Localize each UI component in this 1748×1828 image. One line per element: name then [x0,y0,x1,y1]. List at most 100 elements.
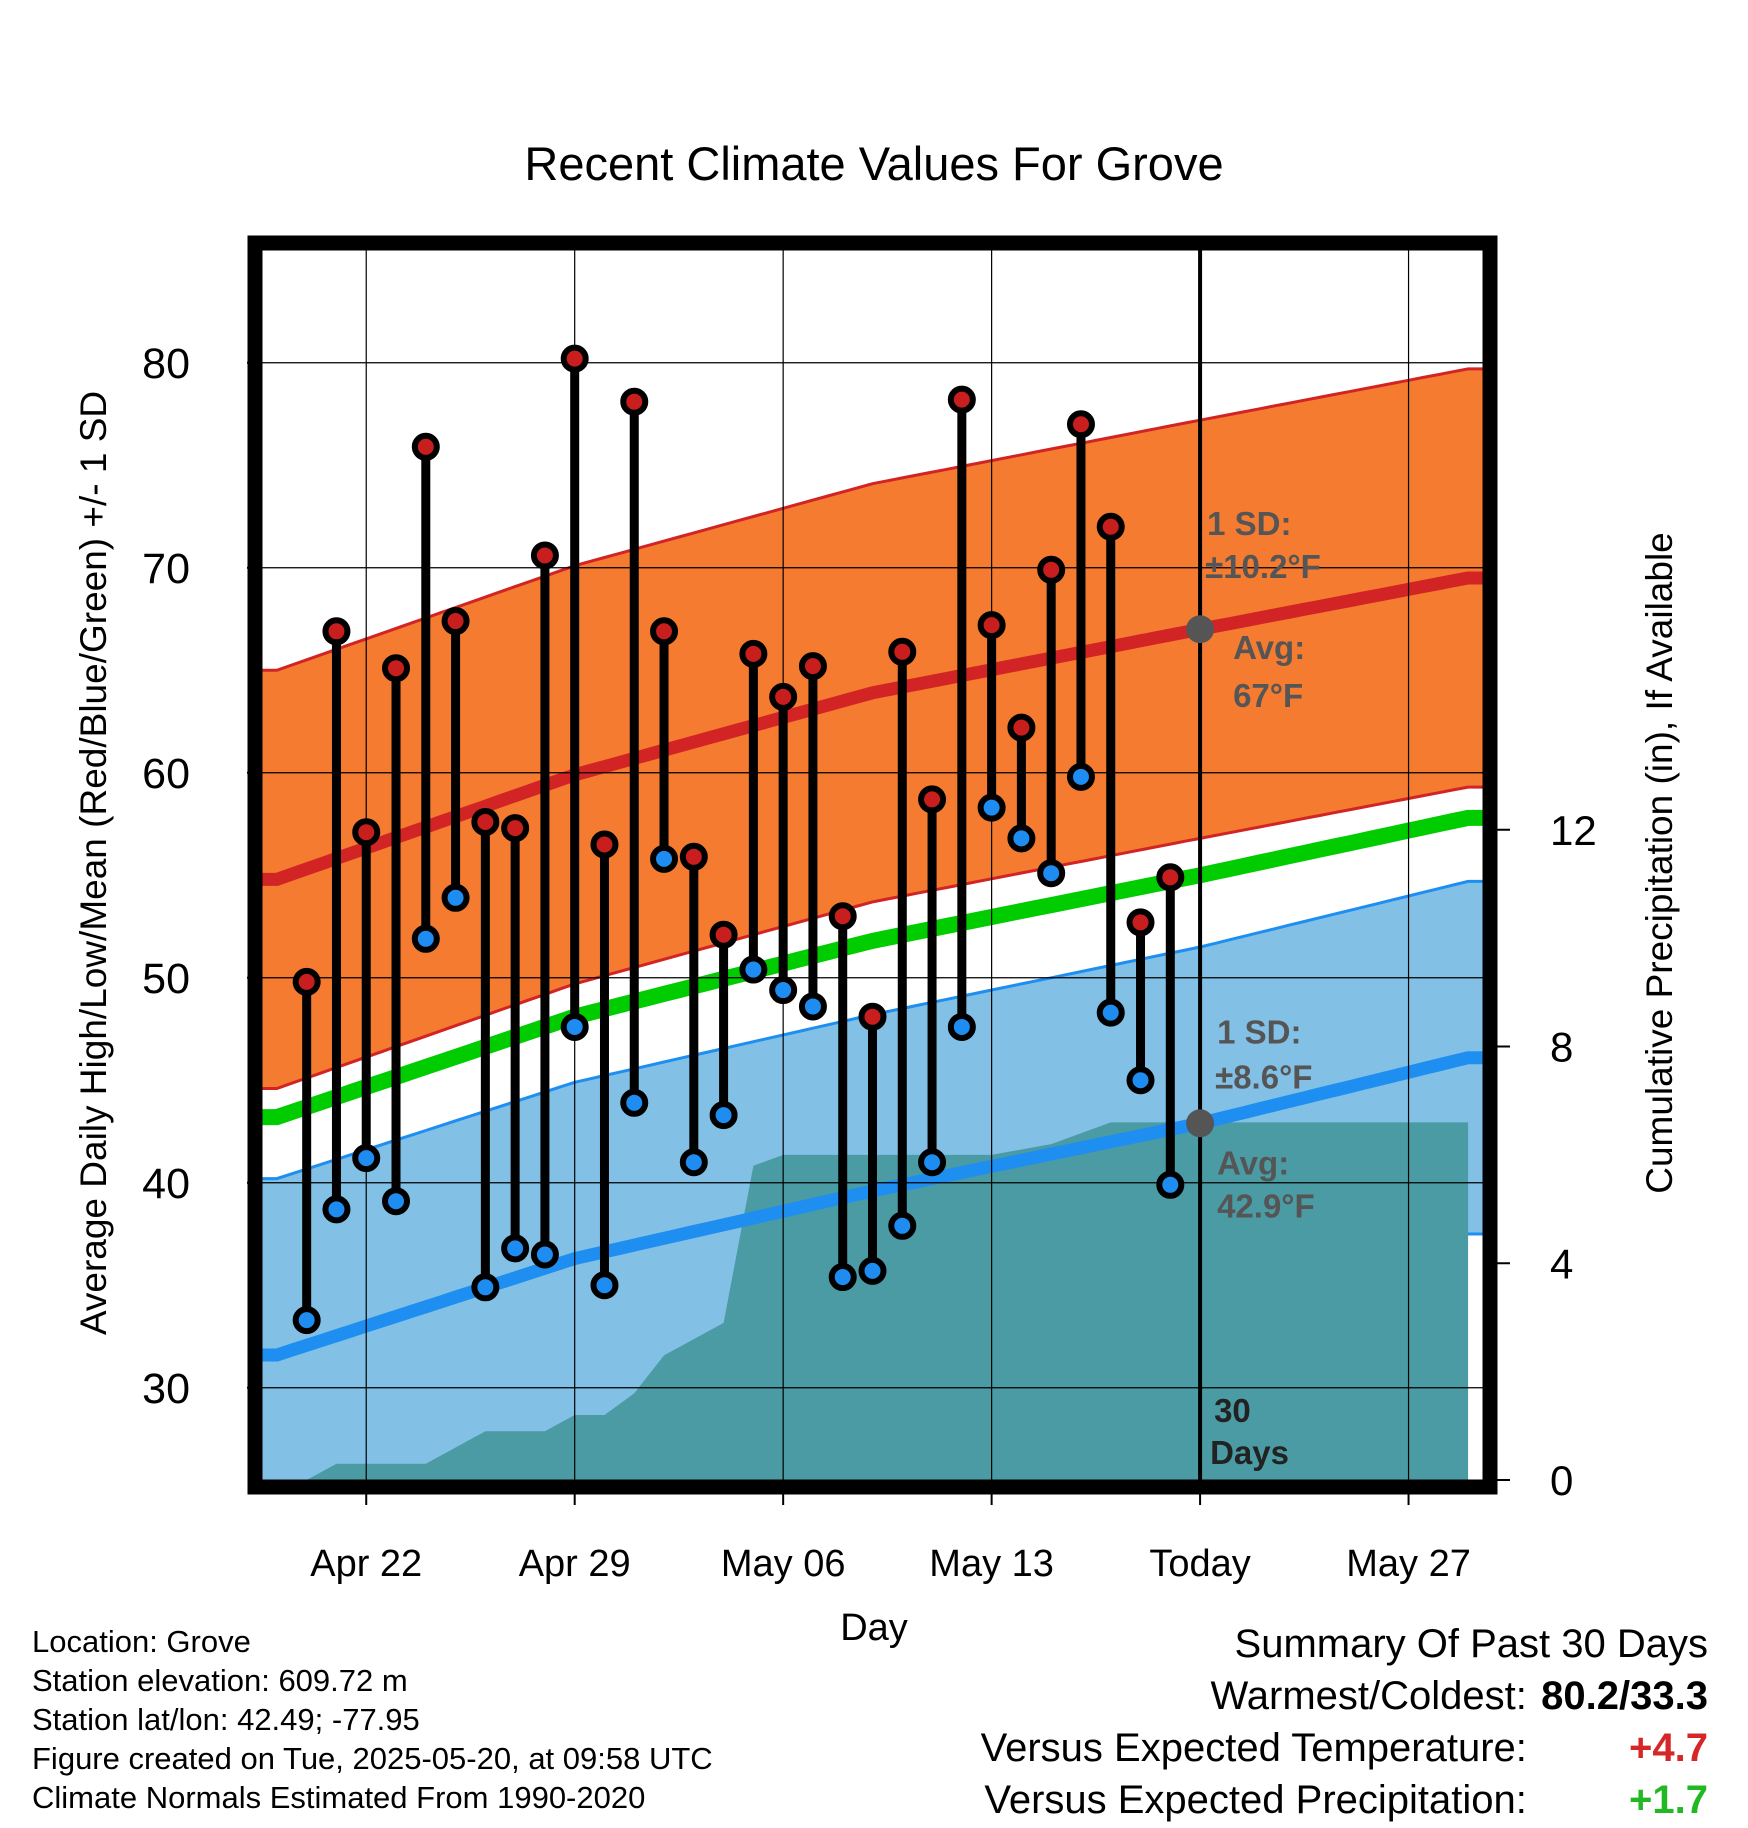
daily-high-marker [1126,908,1155,937]
high-sd-value: ±10.2°F [1205,548,1321,585]
today-high-avg-point [1186,615,1215,644]
y2-tick-label: 8 [1550,1024,1573,1071]
station-info: Location: Grove Station elevation: 609.7… [32,1622,713,1817]
daily-low-marker [739,955,768,984]
y-tick-label: 80 [142,340,190,388]
daily-high-marker [352,818,381,847]
y-axis-label: Average Daily High/Low/Mean (Red/Blue/Gr… [73,391,114,1335]
daily-high-marker [292,967,321,996]
daily-high-marker [501,814,530,843]
high-sd-label: 1 SD: [1207,505,1291,542]
daily-low-marker [352,1144,381,1173]
y2-tick-label: 12 [1550,807,1597,854]
precip-departure-label: Versus Expected Precipitation: [984,1778,1527,1822]
precip-area [276,1122,1469,1480]
daily-low-marker [530,1240,559,1269]
y2-axis-label: Cumulative Precipitation (in), If Availa… [1639,532,1680,1194]
daily-low-marker [769,976,798,1005]
daily-high-marker [382,654,411,683]
daily-high-marker [769,682,798,711]
daily-low-marker [1126,1066,1155,1095]
y-tick-label: 40 [142,1160,190,1208]
low-sd-label: 1 SD: [1217,1013,1301,1050]
high-normal-line [262,571,1483,886]
x-tick-label: Apr 22 [310,1543,422,1585]
daily-low-marker [620,1088,649,1117]
daily-low-marker [560,1012,589,1041]
daily-low-marker [679,1148,708,1177]
warmest-coldest-label: Warmest/Coldest: [1210,1674,1527,1718]
daily-high-marker [650,617,679,646]
daily-low-marker [947,1012,976,1041]
daily-high-marker [590,830,619,859]
y-tick-label: 70 [142,545,190,593]
normals-text: Climate Normals Estimated From 1990-2020 [32,1780,646,1815]
daily-high-marker [1037,555,1066,584]
x-tick-label: May 13 [929,1543,1054,1585]
daily-low-marker [1066,762,1095,791]
temp-departure-row: Versus Expected Temperature: +4.7 [981,1722,1708,1774]
daily-low-marker [590,1271,619,1300]
y-tick-label: 50 [142,955,190,1003]
daily-high-marker [1007,713,1036,742]
warmest-coldest-value: 80.2/33.3 [1541,1674,1708,1718]
high-band-lower-edge [262,785,1483,1090]
high-band-upper-edge [262,367,1483,672]
daily-high-marker [679,842,708,871]
summary-panel: Summary Of Past 30 Days Warmest/Coldest:… [981,1618,1708,1826]
daily-high-marker [322,617,351,646]
daily-high-marker [858,1002,887,1031]
daily-low-marker [411,924,440,953]
warmest-coldest-row: Warmest/Coldest: 80.2/33.3 [981,1670,1709,1722]
daily-low-marker [828,1263,857,1292]
mean-normal-line [262,809,1483,1126]
daily-low-marker [471,1273,500,1302]
daily-high-marker [977,611,1006,640]
temp-departure-value: +4.7 [1629,1726,1708,1770]
daily-high-marker [947,385,976,414]
precip-departure-row: Versus Expected Precipitation: +1.7 [981,1774,1708,1826]
x-tick-label: May 27 [1346,1543,1471,1585]
low-avg-value: 42.9°F [1217,1188,1315,1225]
today-days-number: 30 [1214,1392,1251,1429]
daily-low-marker [441,883,470,912]
daily-high-marker [888,637,917,666]
daily-low-marker [977,793,1006,822]
daily-low-marker [650,844,679,873]
daily-high-marker [441,607,470,636]
elevation-text: Station elevation: 609.72 m [32,1663,408,1698]
daily-high-marker [1096,512,1125,541]
daily-high-marker [918,785,947,814]
x-tick-label: May 06 [721,1543,846,1585]
daily-low-marker [918,1148,947,1177]
daily-low-marker [1096,998,1125,1027]
temp-departure-label: Versus Expected Temperature: [980,1726,1527,1770]
x-tick-label: Apr 29 [519,1543,631,1585]
daily-high-marker [739,639,768,668]
y-tick-label: 60 [142,750,190,798]
daily-high-marker [620,387,649,416]
summary-title: Summary Of Past 30 Days [1234,1622,1708,1666]
low-sd-value: ±8.6°F [1215,1058,1312,1095]
daily-high-marker [798,652,827,681]
daily-low-marker [1156,1170,1185,1199]
plot-frame [247,235,1498,1495]
daily-high-marker [560,344,589,373]
today-low-avg-point [1186,1109,1215,1138]
daily-low-marker [292,1306,321,1335]
chart-title: Recent Climate Values For Grove [524,137,1223,190]
y2-tick-label: 4 [1550,1240,1573,1287]
y-tick-label: 30 [142,1365,190,1413]
latlon-text: Station lat/lon: 42.49; -77.95 [32,1702,420,1737]
created-text: Figure created on Tue, 2025-05-20, at 09… [32,1741,713,1776]
daily-high-marker [1066,410,1095,439]
x-axis-label: Day [840,1607,908,1649]
daily-low-marker [1037,859,1066,888]
daily-high-marker [1156,863,1185,892]
daily-low-marker [382,1187,411,1216]
daily-low-marker [1007,824,1036,853]
daily-high-marker [411,432,440,461]
daily-high-marker [471,807,500,836]
location-text: Location: Grove [32,1624,251,1659]
